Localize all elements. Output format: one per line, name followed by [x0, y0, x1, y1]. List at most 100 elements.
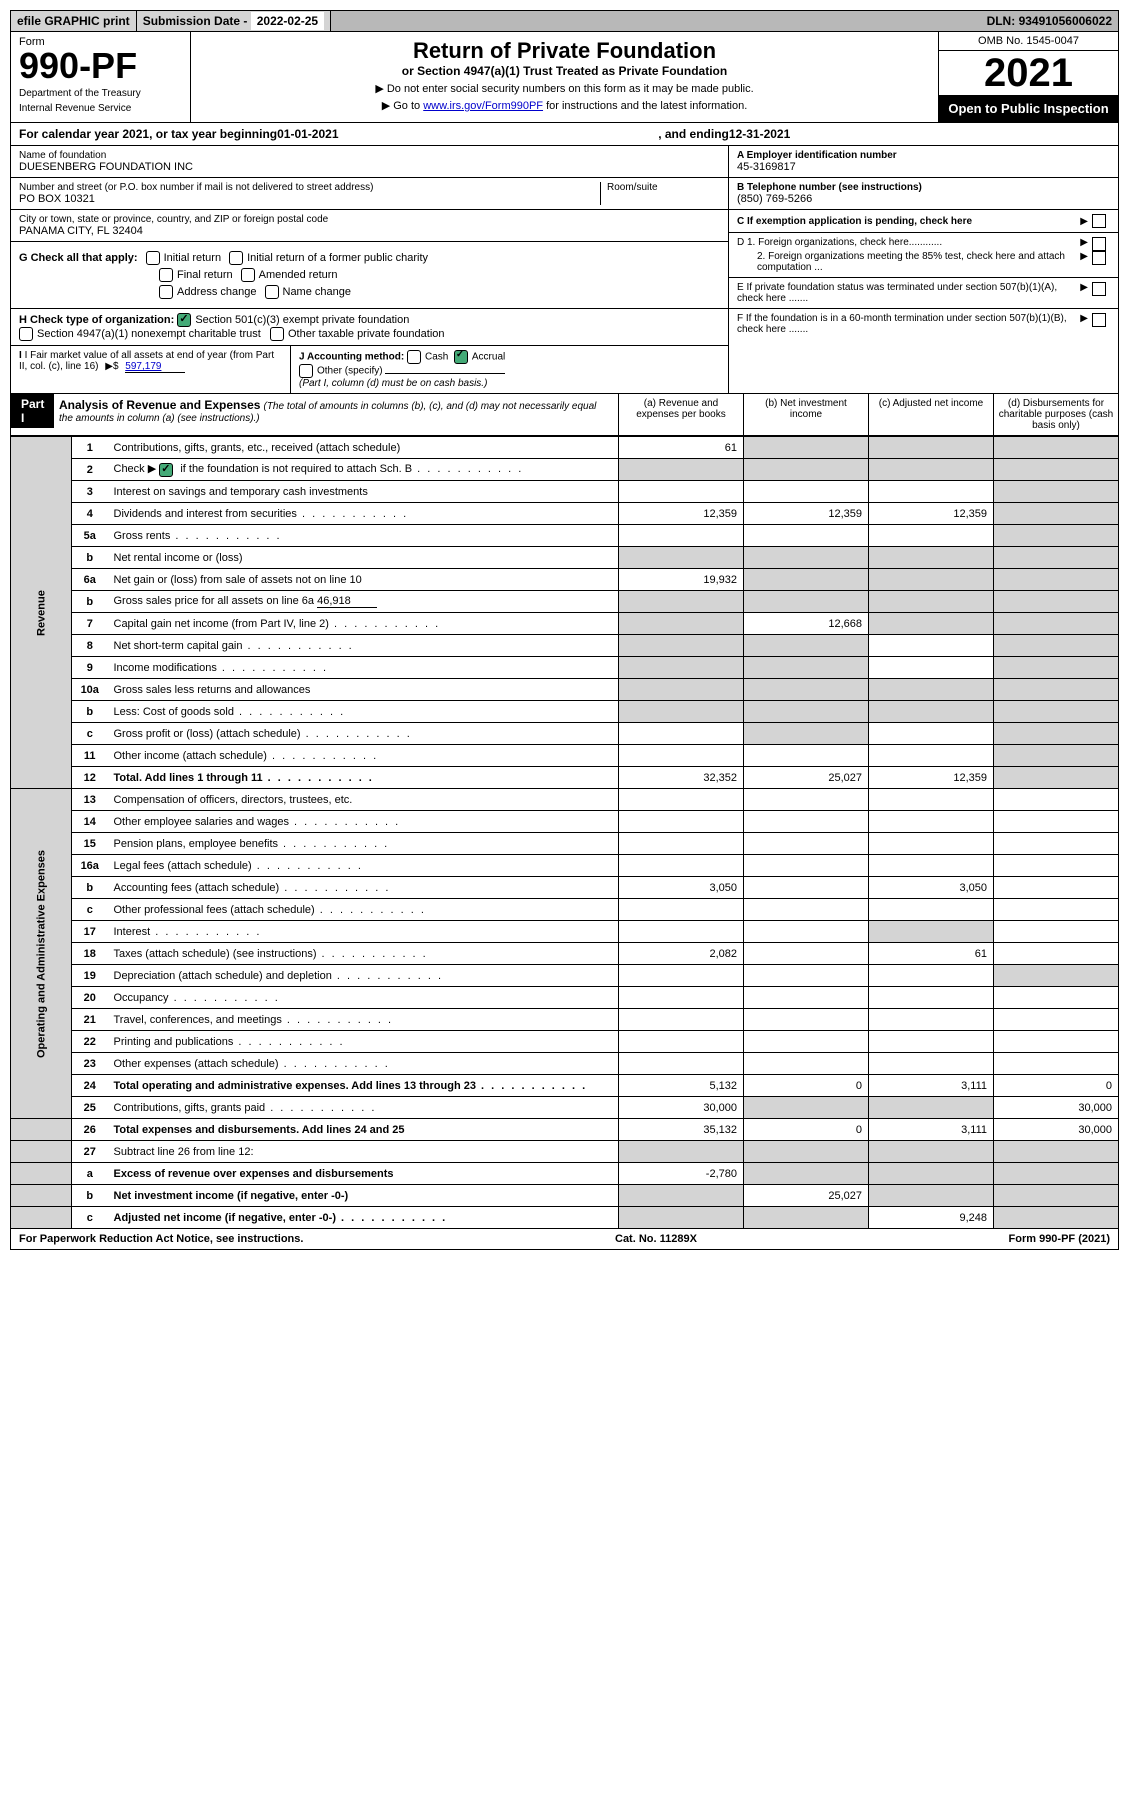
line15-desc: Pension plans, employee benefits: [108, 833, 619, 855]
other-taxable-label: Other taxable private foundation: [288, 328, 445, 340]
submission-date-label: Submission Date -: [143, 14, 251, 28]
accrual-label: Accrual: [472, 352, 505, 363]
j-label: J Accounting method:: [299, 352, 404, 363]
fmv-value-link[interactable]: 597,179: [125, 361, 185, 373]
address-change-checkbox[interactable]: [159, 285, 173, 299]
goto-instructions: ▶ Go to www.irs.gov/Form990PF for instru…: [197, 99, 932, 112]
line13-desc: Compensation of officers, directors, tru…: [108, 789, 619, 811]
goto-pre: ▶ Go to: [382, 100, 423, 112]
room-label: Room/suite: [607, 182, 720, 193]
amended-return-label: Amended return: [259, 269, 338, 281]
line4-a: 12,359: [619, 503, 744, 525]
line6b-desc: Gross sales price for all assets on line…: [108, 591, 619, 613]
501c3-checkbox[interactable]: [177, 313, 191, 327]
amended-return-checkbox[interactable]: [241, 268, 255, 282]
submission-label: Submission Date - 2022-02-25: [137, 11, 331, 31]
line4-desc: Dividends and interest from securities: [108, 503, 619, 525]
line24-a: 5,132: [619, 1075, 744, 1097]
f-checkbox[interactable]: [1092, 313, 1106, 327]
d1-checkbox[interactable]: [1092, 237, 1106, 251]
foundation-name-label: Name of foundation: [19, 150, 720, 161]
line26-c: 3,111: [869, 1119, 994, 1141]
line18-c: 61: [869, 943, 994, 965]
d1-label: D 1. Foreign organizations, check here..…: [737, 237, 1076, 251]
other-taxable-checkbox[interactable]: [270, 327, 284, 341]
line22-desc: Printing and publications: [108, 1031, 619, 1053]
line9-desc: Income modifications: [108, 657, 619, 679]
form-footer-label: Form 990-PF (2021): [1009, 1233, 1110, 1245]
line10b-desc: Less: Cost of goods sold: [108, 701, 619, 723]
line24-desc: Total operating and administrative expen…: [108, 1075, 619, 1097]
line6b-value: 46,918: [317, 595, 377, 608]
initial-return-checkbox[interactable]: [146, 251, 160, 265]
dln-label: DLN:: [987, 14, 1019, 28]
e-checkbox[interactable]: [1092, 282, 1106, 296]
d2-checkbox[interactable]: [1092, 251, 1106, 265]
col-c-header: (c) Adjusted net income: [868, 394, 993, 435]
top-bar: efile GRAPHIC print Submission Date - 20…: [10, 10, 1119, 32]
g-label: G Check all that apply:: [19, 252, 138, 264]
final-return-checkbox[interactable]: [159, 268, 173, 282]
line12-b: 25,027: [744, 767, 869, 789]
line11-desc: Other income (attach schedule): [108, 745, 619, 767]
phone-value: (850) 769-5266: [737, 193, 1110, 205]
line26-desc: Total expenses and disbursements. Add li…: [108, 1119, 619, 1141]
line12-c: 12,359: [869, 767, 994, 789]
4947a1-checkbox[interactable]: [19, 327, 33, 341]
line6a-desc: Net gain or (loss) from sale of assets n…: [108, 569, 619, 591]
line21-desc: Travel, conferences, and meetings: [108, 1009, 619, 1031]
line7-b: 12,668: [744, 613, 869, 635]
other-method-label: Other (specify): [317, 366, 383, 377]
final-return-label: Final return: [177, 269, 233, 281]
form-subtitle: or Section 4947(a)(1) Trust Treated as P…: [197, 64, 932, 78]
form-header: Form 990-PF Department of the Treasury I…: [10, 32, 1119, 123]
revenue-side-label: Revenue: [11, 437, 72, 789]
line6a-a: 19,932: [619, 569, 744, 591]
city-value: PANAMA CITY, FL 32404: [19, 225, 720, 237]
line12-desc: Total. Add lines 1 through 11: [108, 767, 619, 789]
goto-post: for instructions and the latest informat…: [543, 100, 747, 112]
line4-b: 12,359: [744, 503, 869, 525]
line27-desc: Subtract line 26 from line 12:: [108, 1141, 619, 1163]
line1-a: 61: [619, 437, 744, 459]
irs-label: Internal Revenue Service: [19, 103, 182, 114]
ein-label: A Employer identification number: [737, 150, 1110, 161]
name-change-checkbox[interactable]: [265, 285, 279, 299]
col-a-header: (a) Revenue and expenses per books: [618, 394, 743, 435]
line18-a: 2,082: [619, 943, 744, 965]
line2-checkbox[interactable]: [159, 463, 173, 477]
line26-d: 30,000: [994, 1119, 1119, 1141]
line18-desc: Taxes (attach schedule) (see instruction…: [108, 943, 619, 965]
line7-desc: Capital gain net income (from Part IV, l…: [108, 613, 619, 635]
dln-value: 93491056006022: [1019, 14, 1112, 28]
other-method-checkbox[interactable]: [299, 364, 313, 378]
line27b-desc: Net investment income (if negative, ente…: [108, 1185, 619, 1207]
4947a1-label: Section 4947(a)(1) nonexempt charitable …: [37, 328, 261, 340]
tax-year: 2021: [939, 51, 1118, 95]
c-checkbox[interactable]: [1092, 214, 1106, 228]
line26-b: 0: [744, 1119, 869, 1141]
initial-former-checkbox[interactable]: [229, 251, 243, 265]
part1-label: Part I: [11, 394, 54, 428]
line24-b: 0: [744, 1075, 869, 1097]
line1-desc: Contributions, gifts, grants, etc., rece…: [108, 437, 619, 459]
page-footer: For Paperwork Reduction Act Notice, see …: [10, 1229, 1119, 1250]
j-note: (Part I, column (d) must be on cash basi…: [299, 378, 487, 389]
efile-print-button[interactable]: efile GRAPHIC print: [11, 11, 137, 31]
city-label: City or town, state or province, country…: [19, 214, 720, 225]
line20-desc: Occupancy: [108, 987, 619, 1009]
calendar-year-row: For calendar year 2021, or tax year begi…: [10, 123, 1119, 146]
line14-desc: Other employee salaries and wages: [108, 811, 619, 833]
501c3-label: Section 501(c)(3) exempt private foundat…: [195, 314, 409, 326]
ein-value: 45-3169817: [737, 161, 1110, 173]
line12-a: 32,352: [619, 767, 744, 789]
line10a-desc: Gross sales less returns and allowances: [108, 679, 619, 701]
line16c-desc: Other professional fees (attach schedule…: [108, 899, 619, 921]
omb-number: OMB No. 1545-0047: [939, 32, 1118, 51]
col-b-header: (b) Net investment income: [743, 394, 868, 435]
c-label: C If exemption application is pending, c…: [737, 216, 1076, 227]
line27a-desc: Excess of revenue over expenses and disb…: [108, 1163, 619, 1185]
form990pf-link[interactable]: www.irs.gov/Form990PF: [423, 100, 543, 112]
cash-checkbox[interactable]: [407, 350, 421, 364]
accrual-checkbox[interactable]: [454, 350, 468, 364]
